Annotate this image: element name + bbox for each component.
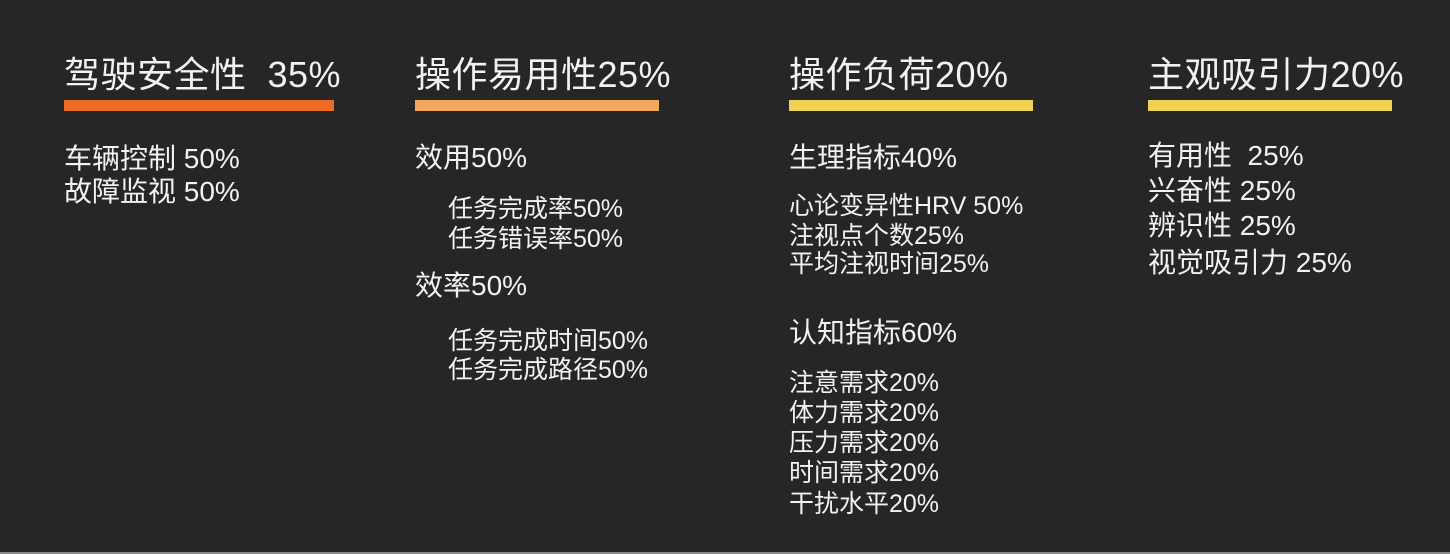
criterion-subitem: 任务完成率50% (448, 195, 624, 223)
accent-underline-bar (789, 100, 1033, 111)
criterion-subitem: 压力需求20% (789, 429, 940, 457)
criterion-subitem: 体力需求20% (789, 399, 940, 427)
accent-underline-bar (1148, 100, 1392, 111)
criterion-subitem: 干扰水平20% (789, 490, 940, 518)
column-title: 操作负荷20% (789, 54, 1009, 95)
column-title: 驾驶安全性 35% (64, 54, 342, 95)
criterion-item: 效率50% (415, 270, 528, 301)
criterion-item: 视觉吸引力 25% (1148, 247, 1352, 278)
column-title: 主观吸引力20% (1148, 54, 1405, 95)
criterion-subitem: 任务错误率50% (448, 225, 624, 253)
criterion-item: 车辆控制 50% (64, 143, 240, 174)
criterion-item: 生理指标40% (789, 142, 958, 173)
criterion-subitem: 任务完成路径50% (448, 356, 649, 384)
accent-underline-bar (64, 100, 334, 111)
criterion-subitem: 时间需求20% (789, 459, 940, 487)
criterion-subitem: 心论变异性HRV 50% (789, 192, 1024, 220)
criterion-item: 认知指标60% (789, 317, 958, 348)
criteria-column-subjective-attractiveness: 主观吸引力20% 有用性 25% 兴奋性 25% 辨识性 25% 视觉吸引力 2… (1148, 0, 1438, 554)
criterion-item: 故障监视 50% (64, 176, 240, 207)
criteria-column-operation-load: 操作负荷20% 生理指标40% 心论变异性HRV 50% 注视点个数25% 平均… (789, 0, 1079, 554)
criterion-item: 兴奋性 25% (1148, 175, 1296, 206)
accent-underline-bar (415, 100, 659, 111)
criterion-item: 有用性 25% (1148, 140, 1304, 171)
criterion-subitem: 注意需求20% (789, 369, 940, 397)
criteria-column-driving-safety: 驾驶安全性 35% 车辆控制 50% 故障监视 50% (64, 0, 364, 554)
criterion-item: 效用50% (415, 142, 528, 173)
criteria-column-ease-of-use: 操作易用性25% 效用50% 任务完成率50% 任务错误率50% 效率50% 任… (415, 0, 705, 554)
criterion-item: 辨识性 25% (1148, 210, 1296, 241)
criterion-subitem: 任务完成时间50% (448, 327, 649, 355)
window-bottom-edge-line (0, 552, 1450, 554)
criterion-subitem: 平均注视时间25% (789, 250, 990, 278)
column-title: 操作易用性25% (415, 54, 672, 95)
criterion-subitem: 注视点个数25% (789, 222, 965, 250)
